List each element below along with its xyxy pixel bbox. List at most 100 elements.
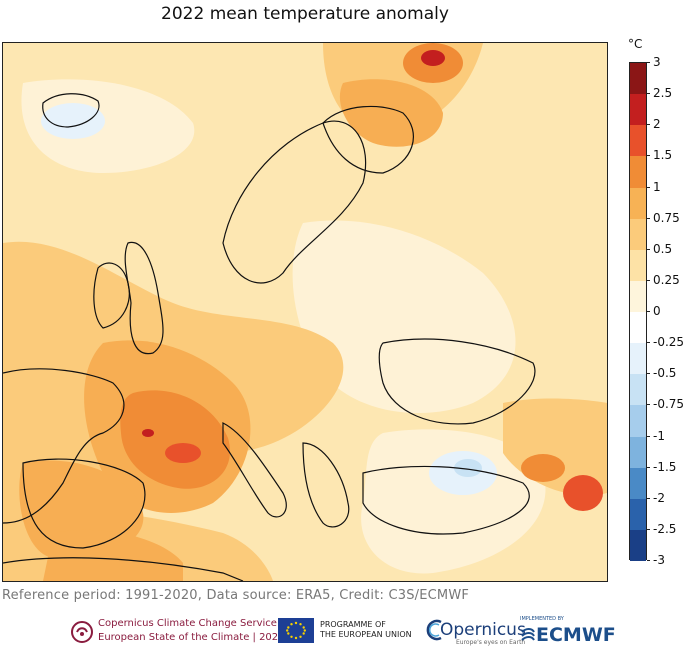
eu-logo: PROGRAMME OF THE EUROPEAN UNION [278,612,412,649]
colorbar-tick [647,248,650,250]
colorbar-segment [630,312,646,344]
colorbar-tick [647,528,650,530]
colorbar-segment [630,405,646,437]
logo-strip: Copernicus Climate Change Service Europe… [0,612,690,649]
colorbar-tick [647,124,650,126]
copernicus-c-icon [426,619,442,641]
ecmwf-wordmark: ECMWF [536,624,616,646]
colorbar [629,62,647,561]
coast-ireland [93,262,130,329]
colorbar-segment [630,94,646,126]
coastlines [3,93,536,581]
coast-iceland [42,93,100,128]
colorbar-tick [647,404,650,406]
colorbar-label: 1.5 [653,148,673,163]
colorbar-segment [630,125,646,157]
ecmwf-swirl-icon [521,628,535,641]
coast-balkans [302,442,350,528]
anomaly-zone-morocco-strong [43,529,183,581]
colorbar-label: -2 [653,490,665,505]
colorbar-tick [647,373,650,375]
eu-programme-text: PROGRAMME OF THE EUROPEAN UNION [320,620,412,640]
colorbar-segment [630,156,646,188]
coast-iberia [22,458,146,549]
ecmwf-logo: IMPLEMENTED BY ECMWF [520,612,630,649]
colorbar-segment [630,343,646,375]
colorbar-tick [647,155,650,157]
coast-france-biscay [3,368,125,524]
colorbar-segment [630,436,646,468]
anomaly-spot-arctic-very-hot [421,50,445,66]
c3s-line-1: Copernicus Climate Change Service [98,618,277,629]
coast-scandinavia [222,120,367,284]
colorbar-label: -1 [653,428,665,443]
coast-italy [222,422,287,518]
colorbar-label: 0.75 [653,210,680,225]
colorbar-tick [647,466,650,468]
anomaly-spot-alps-hot [165,443,201,463]
copernicus-tagline: Europe's eyes on Earth [456,639,526,646]
colorbar-segment [630,374,646,406]
coast-finland [322,105,414,174]
colorbar-tick [647,435,650,437]
colorbar-tick [647,62,650,63]
colorbar-unit: °C [628,37,643,51]
anomaly-zone-france-hot [120,390,230,489]
colorbar-label: 0.5 [653,241,673,256]
colorbar-segment [630,467,646,499]
colorbar-segment [630,249,646,281]
colorbar-label: -3 [653,553,665,567]
anomaly-zone-caspian-hotter [563,475,603,511]
anomaly-zone-caspian-hot [521,454,565,482]
colorbar-label: -1.5 [653,459,677,474]
anomaly-zone-karelia-strong [339,79,443,147]
eu-line-1: PROGRAMME OF [320,620,386,629]
colorbar-tick [647,497,650,499]
colorbar-segment [630,187,646,219]
c3s-line-2: European State of the Climate | 2022 [98,632,285,643]
colorbar-tick [647,279,650,281]
colorbar-label: -0.5 [653,366,677,381]
colorbar-label: 2 [653,117,661,132]
colorbar-label: 2.5 [653,86,673,101]
colorbar-tick [647,186,650,188]
coast-black-sea [378,338,536,425]
copernicus-wordmark: Opernicus [440,620,526,640]
eu-line-2: THE EUROPEAN UNION [320,630,412,639]
coast-great-britain [124,241,164,355]
colorbar-label: -2.5 [653,521,677,536]
colorbar-segment [630,63,646,95]
colorbar-label: 3 [653,55,661,69]
colorbar-label: 0 [653,304,661,318]
colorbar-tick [647,342,650,344]
c3s-emblem-icon [71,621,93,643]
anomaly-zone-turkey-pale [361,429,546,574]
eu-flag-icon [278,618,314,643]
anomaly-zone-iceland-cool [41,103,105,139]
colorbar-tick [647,311,650,312]
colorbar-segment [630,498,646,530]
c3s-logo: Copernicus Climate Change Service Europe… [68,612,285,649]
anomaly-map-svg [3,43,607,581]
colorbar-segment [630,280,646,312]
anomaly-zone-east-europe-pale [292,220,516,413]
colorbar-segment [630,218,646,250]
reference-caption: Reference period: 1991-2020, Data source… [2,588,470,603]
colorbar-segment [630,529,646,561]
colorbar-label: 0.25 [653,272,680,287]
colorbar-label: -0.25 [653,335,685,350]
coast-north-africa [3,557,244,581]
map-title: 2022 mean temperature anomaly [161,4,449,24]
colorbar-label: -0.75 [653,397,685,412]
anomaly-zone-anatolia-cooler [454,459,482,477]
colorbar-tick [647,560,650,561]
ecmwf-implemented-by: IMPLEMENTED BY [520,616,564,622]
anomaly-zone-iceland-pale [21,79,195,173]
anomaly-map [2,42,608,582]
copernicus-logo: Opernicus Europe's eyes on Earth [426,612,526,649]
colorbar-tick [647,217,650,219]
anomaly-spot-massif-very-hot [142,429,154,437]
colorbar-label: 1 [653,179,661,194]
colorbar-tick [647,93,650,95]
coast-anatolia [362,465,530,535]
